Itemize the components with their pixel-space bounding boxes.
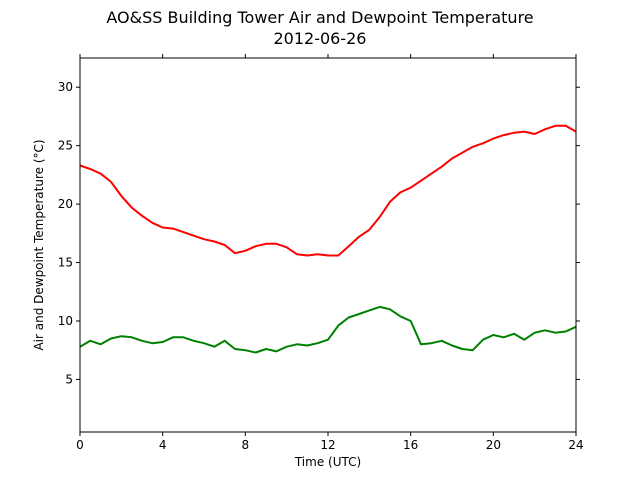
x-axis: 0 4 8 12 16 20 24 [76, 54, 584, 452]
y-tick-label: 25 [58, 139, 73, 153]
y-tick-label: 20 [58, 197, 73, 211]
series-line-2 [79, 305, 577, 354]
x-axis-label: Time (UTC) [294, 455, 361, 469]
y-tick-label: 10 [58, 314, 73, 328]
x-tick-label: 20 [486, 438, 501, 452]
x-tick-label: 12 [320, 438, 335, 452]
y-axis-label: Air and Dewpoint Temperature (°C) [32, 139, 46, 350]
plot-frame [79, 57, 577, 433]
y-axis: 5 10 15 20 25 30 [58, 80, 580, 386]
x-tick-label: 16 [403, 438, 418, 452]
x-tick-label: 8 [242, 438, 250, 452]
chart-title: AO&SS Building Tower Air and Dewpoint Te… [106, 8, 534, 27]
x-tick-label: 4 [159, 438, 167, 452]
series-line-1 [79, 124, 577, 257]
y-tick-label: 15 [58, 256, 73, 270]
y-tick-label: 5 [65, 372, 73, 386]
y-tick-label: 30 [58, 80, 73, 94]
series-lines [79, 124, 577, 354]
x-tick-label: 0 [76, 438, 84, 452]
x-tick-label: 24 [568, 438, 583, 452]
chart-subtitle: 2012-06-26 [273, 29, 367, 48]
